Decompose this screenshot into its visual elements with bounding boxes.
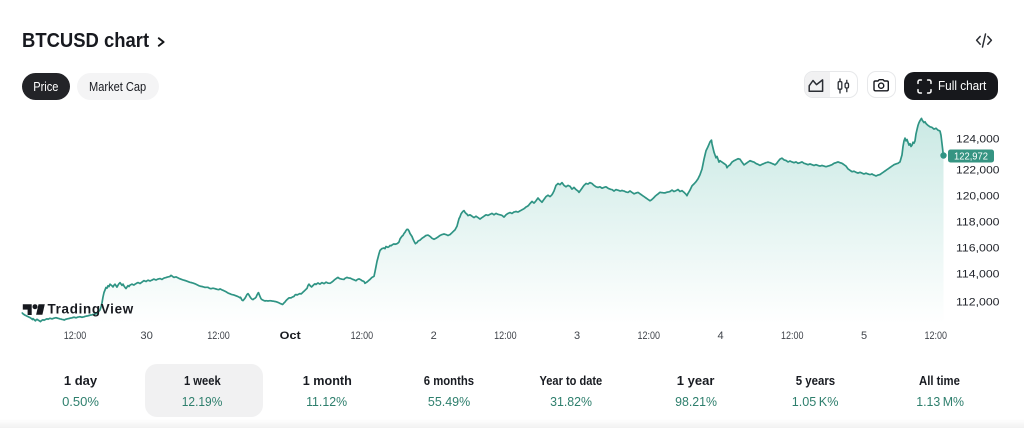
svg-text:TradingView: TradingView (48, 302, 134, 317)
svg-text:112,000: 112,000 (956, 296, 1000, 308)
svg-text:4: 4 (718, 330, 724, 342)
svg-text:12:00: 12:00 (494, 330, 517, 342)
svg-text:12:00: 12:00 (64, 330, 87, 342)
svg-text:12:00: 12:00 (638, 330, 661, 342)
svg-text:12:00: 12:00 (207, 330, 230, 342)
svg-text:3: 3 (574, 330, 580, 342)
svg-text:118,000: 118,000 (956, 216, 1000, 228)
svg-text:120,000: 120,000 (956, 191, 1000, 203)
svg-text:Oct: Oct (280, 330, 301, 342)
svg-text:12:00: 12:00 (925, 330, 948, 342)
svg-text:122,972: 122,972 (954, 151, 988, 163)
svg-text:124,000: 124,000 (956, 133, 1000, 145)
svg-text:114,000: 114,000 (956, 269, 1000, 281)
svg-text:116,000: 116,000 (956, 243, 1000, 255)
svg-text:12:00: 12:00 (781, 330, 804, 342)
svg-text:12:00: 12:00 (351, 330, 374, 342)
svg-text:5: 5 (861, 330, 867, 342)
svg-text:30: 30 (140, 330, 153, 342)
svg-text:122,000: 122,000 (956, 164, 1000, 176)
svg-text:2: 2 (431, 330, 437, 342)
